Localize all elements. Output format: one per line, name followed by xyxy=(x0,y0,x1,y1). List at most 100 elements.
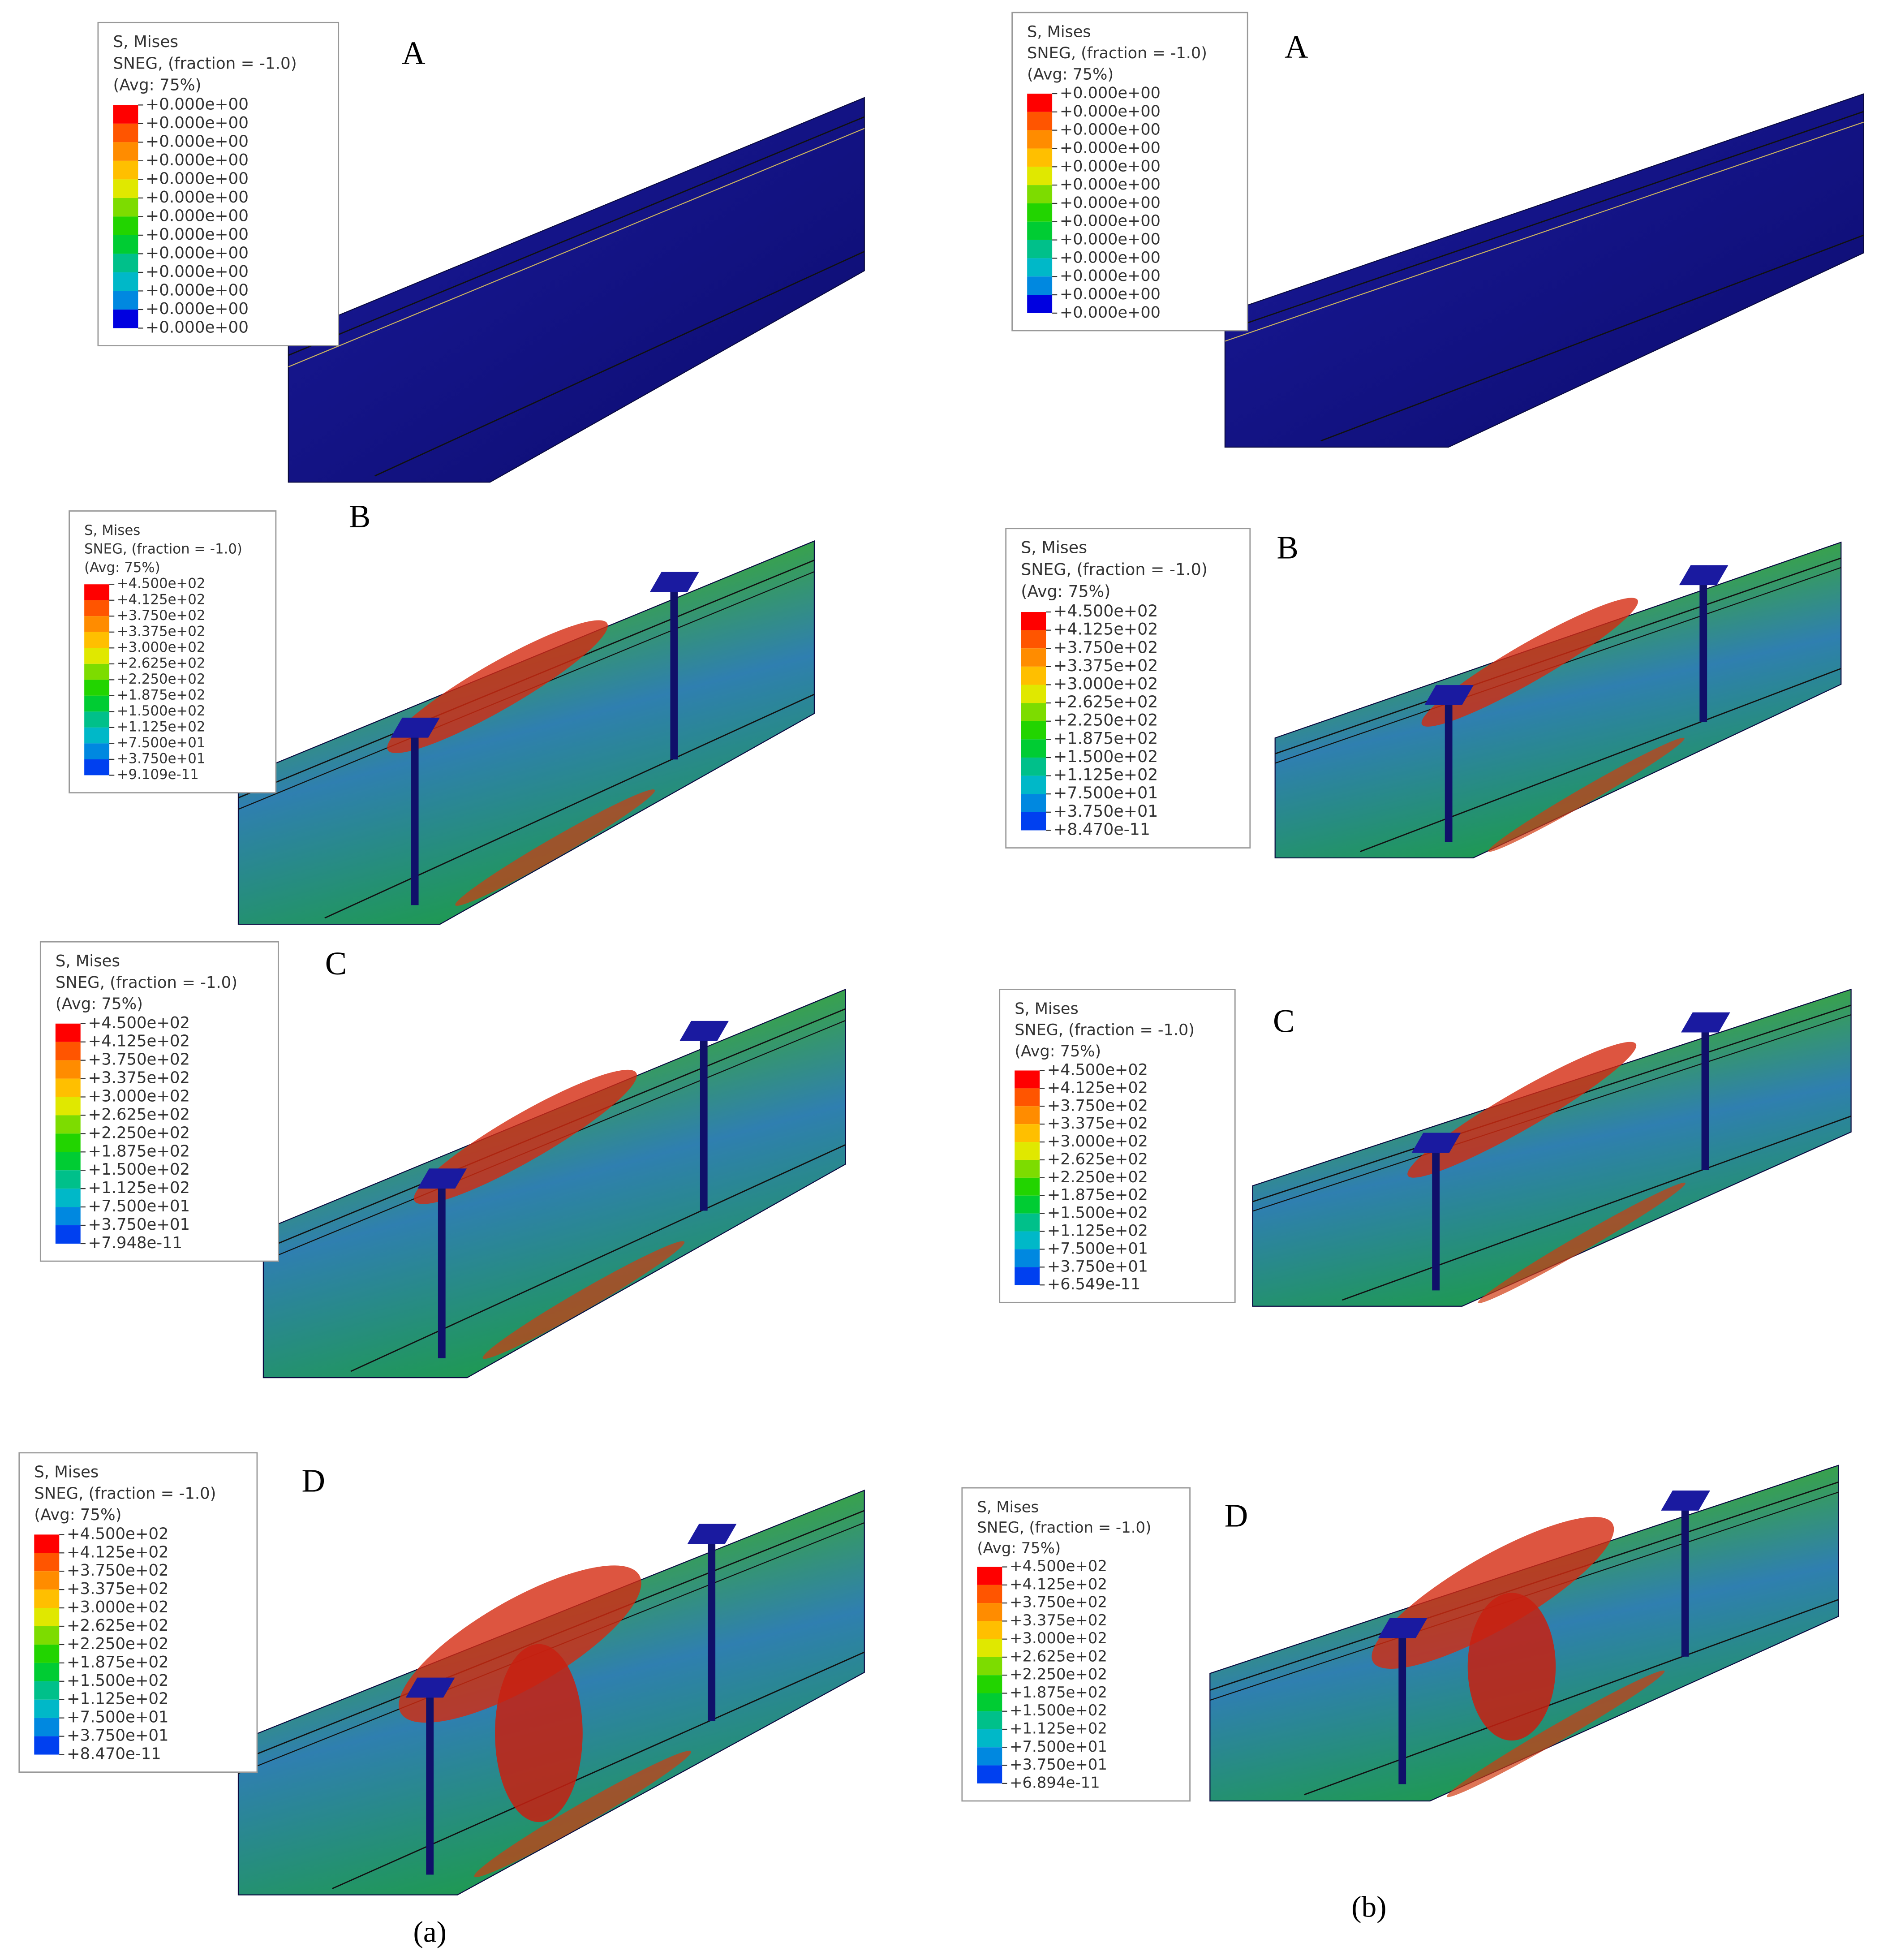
legend-swatch xyxy=(84,727,110,744)
plate xyxy=(417,1168,467,1189)
legend-swatch xyxy=(977,1621,1002,1639)
legend-value: +7.500e+01 xyxy=(1010,1738,1107,1755)
legend-swatch xyxy=(34,1608,60,1627)
panel-label: B xyxy=(1277,530,1298,566)
legend-title: (Avg: 75%) xyxy=(113,76,201,95)
legend-swatch xyxy=(977,1675,1002,1693)
plate xyxy=(687,1524,737,1544)
stiffener xyxy=(708,1539,716,1721)
stress-zone xyxy=(482,1241,685,1359)
beam xyxy=(1224,93,1864,448)
legend-swatch xyxy=(84,759,110,775)
legend-value: +8.470e-11 xyxy=(1053,819,1150,839)
legend-value: +1.500e+02 xyxy=(1053,747,1158,766)
plate xyxy=(1681,1012,1730,1033)
flange-line xyxy=(1225,121,1864,342)
legend-title: SNEG, (fraction = -1.0) xyxy=(34,1484,216,1503)
legend-value: +0.000e+00 xyxy=(1060,157,1161,175)
stress-zone xyxy=(495,1644,583,1822)
legend-value: +0.000e+00 xyxy=(146,188,249,207)
legend-value: +0.000e+00 xyxy=(1060,121,1161,139)
legend-title: S, Mises xyxy=(56,952,120,970)
legend-swatch xyxy=(34,1644,60,1663)
legend-title: (Avg: 75%) xyxy=(84,560,160,576)
legend-value: +3.750e+01 xyxy=(88,1215,190,1234)
legend-value: +4.125e+02 xyxy=(1010,1575,1107,1593)
legend-value: +0.000e+00 xyxy=(1060,102,1161,121)
legend-swatch xyxy=(84,616,110,632)
legend-value: +3.750e+01 xyxy=(1010,1756,1107,1773)
flange-line xyxy=(1342,1116,1852,1301)
legend-swatch xyxy=(1021,666,1046,685)
legend-swatch xyxy=(34,1718,60,1736)
legend-swatch xyxy=(1027,130,1053,149)
legend-value: +2.625e+02 xyxy=(88,1105,190,1124)
legend-swatch xyxy=(977,1711,1002,1730)
legend-value: +3.750e+02 xyxy=(88,1051,190,1069)
legend-swatch xyxy=(977,1585,1002,1603)
legend-swatch xyxy=(1021,794,1046,812)
legend-value: +3.375e+02 xyxy=(117,623,206,639)
legend-title: SNEG, (fraction = -1.0) xyxy=(977,1519,1151,1536)
legend-swatch xyxy=(1027,258,1053,277)
legend-swatch xyxy=(84,695,110,712)
legend-swatch xyxy=(1015,1159,1040,1178)
legend-value: +4.500e+02 xyxy=(1010,1557,1107,1575)
legend-value: +2.250e+02 xyxy=(1010,1666,1107,1683)
caption: (a) xyxy=(413,1915,446,1948)
legend-swatch xyxy=(34,1663,60,1681)
legend-swatch xyxy=(55,1133,81,1152)
legend-value: +4.125e+02 xyxy=(67,1543,169,1561)
plate xyxy=(1661,1490,1710,1511)
legend-swatch xyxy=(1027,240,1053,258)
legend-swatch xyxy=(84,743,110,759)
legend-swatch xyxy=(977,1693,1002,1711)
legend-title: SNEG, (fraction = -1.0) xyxy=(113,54,297,73)
panel-label: A xyxy=(1285,28,1308,65)
flange-line xyxy=(288,128,865,367)
legend-value: +3.000e+02 xyxy=(117,639,206,655)
stress-zone xyxy=(474,1750,692,1878)
legend-value: +0.000e+00 xyxy=(1060,175,1161,194)
legend-swatch xyxy=(1027,295,1053,313)
legend-value: +3.750e+01 xyxy=(1047,1257,1148,1275)
legend-swatch xyxy=(1027,148,1053,167)
legend-swatch xyxy=(113,198,138,217)
legend-swatch xyxy=(1021,812,1046,831)
stiffener xyxy=(1701,1027,1709,1170)
legend-value: +0.000e+00 xyxy=(146,207,249,225)
legend-value: +0.000e+00 xyxy=(146,151,249,169)
legend-value: +4.500e+02 xyxy=(67,1525,169,1543)
legend-value: +1.125e+02 xyxy=(117,719,206,735)
legend-value: +2.250e+02 xyxy=(1047,1168,1148,1186)
legend-value: +0.000e+00 xyxy=(1060,212,1161,230)
legend-value: +3.750e+02 xyxy=(1047,1096,1148,1115)
stress-zone xyxy=(1446,1670,1665,1797)
legend-value: +3.000e+02 xyxy=(1053,674,1158,694)
stiffener xyxy=(411,732,419,905)
legend-swatch xyxy=(1015,1088,1040,1107)
legend-value: +0.000e+00 xyxy=(1060,285,1161,303)
legend-value: +0.000e+00 xyxy=(146,281,249,299)
legend-swatch xyxy=(113,291,138,310)
legend-value: +1.125e+02 xyxy=(1010,1720,1107,1737)
legend-swatch xyxy=(55,1152,81,1171)
legend-swatch xyxy=(1015,1267,1040,1285)
legend-swatch xyxy=(84,648,110,664)
legend-title: SNEG, (fraction = -1.0) xyxy=(1015,1021,1195,1039)
legend-value: +1.125e+02 xyxy=(67,1690,169,1708)
legend-swatch xyxy=(1021,630,1046,649)
legend-value: +0.000e+00 xyxy=(146,244,249,262)
legend-swatch xyxy=(84,711,110,728)
legend-swatch xyxy=(34,1571,60,1590)
plate xyxy=(649,572,699,592)
legend-value: +3.375e+02 xyxy=(1047,1114,1148,1133)
legend-value: +0.000e+00 xyxy=(146,132,249,151)
legend-title: S, Mises xyxy=(1027,23,1091,41)
stress-zone xyxy=(1488,737,1685,852)
legend-value: +3.750e+02 xyxy=(67,1561,169,1580)
legend-title: (Avg: 75%) xyxy=(56,995,143,1013)
legend-swatch xyxy=(1021,775,1046,794)
flange-line xyxy=(324,694,815,919)
legend-value: +2.625e+02 xyxy=(117,655,206,671)
